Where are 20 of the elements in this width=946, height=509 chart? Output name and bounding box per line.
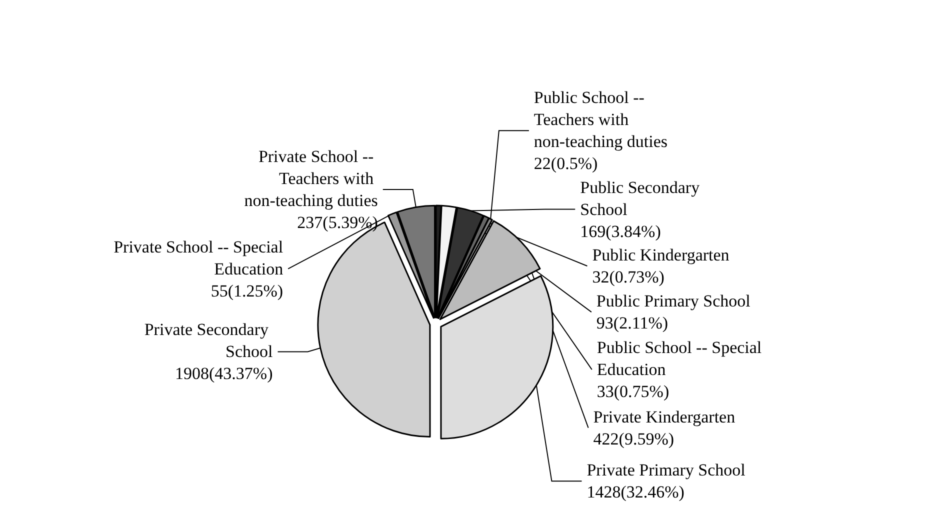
data-label: 237(5.39%) (297, 212, 378, 232)
data-label: 422(9.59%) (593, 429, 674, 448)
slice-label: Private Secondary School (144, 320, 274, 362)
data-label: 169(3.84%) (580, 222, 661, 241)
data-label: 22(0.5%) (534, 154, 598, 174)
slice-label: Private School -- Teachers with non-teaching duties (244, 146, 378, 210)
data-label: 1428(32.46%) (586, 482, 684, 502)
slice-label: Private Primary School (586, 460, 746, 480)
slice-label: Public School -- Special Education (596, 338, 766, 380)
slice-label: Public Secondary School (580, 178, 704, 219)
data-label: 33(0.75%) (596, 382, 670, 402)
data-label: 55(1.25%) (210, 281, 284, 300)
data-label: 93(2.11%) (596, 314, 668, 333)
slice-label: Public School -- Teachers with non-teaching duties (534, 88, 668, 152)
slice-label: Private School -- Special Education (114, 237, 284, 278)
data-label: 1908(43.37%) (175, 364, 273, 384)
slice-label: Private Kindergarten (593, 407, 736, 426)
slice-label: Public Primary School (596, 292, 751, 311)
data-label: 32(0.73%) (592, 268, 664, 286)
slice-label: Public Kindergarten (592, 246, 730, 264)
